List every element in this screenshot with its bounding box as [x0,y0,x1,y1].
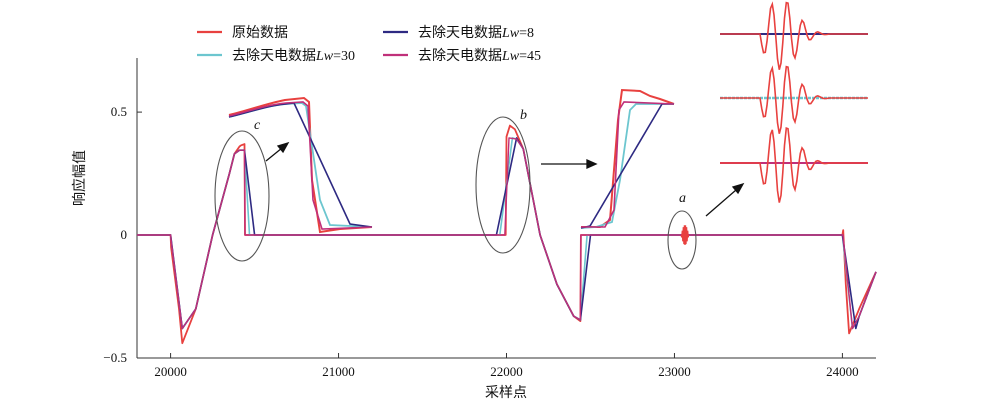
annotation-a: a [679,191,686,206]
y-ticks: 0.5 0 −0.5 [103,104,142,365]
x-tick-label-4: 24000 [826,364,859,379]
x-ticks: 20000 21000 22000 23000 24000 [154,353,859,379]
legend-item-raw: 原始数据 [197,25,288,41]
inset-c-lw45 [228,101,373,230]
inset-b-lw45 [581,101,675,228]
legend-item-lw45: 去除天电数据Lw=45 [383,48,541,64]
legend-label-lw45: 去除天电数据Lw=45 [418,48,541,64]
y-tick-label-1: 0 [121,227,128,242]
y-axis-title: 响应幅值 [71,150,88,206]
inset-b-lw30 [580,103,674,229]
series-line-3 [137,137,877,330]
ellipse-b [475,116,531,254]
arrow-c [265,147,283,162]
x-axis-title: 采样点 [485,385,527,401]
legend-item-lw30: 去除天电数据Lw=30 [197,48,355,64]
annotation-b: b [520,108,527,123]
inset-c [228,96,373,234]
x-tick-label-2: 22000 [490,364,523,379]
inset-a [720,1,868,203]
y-tick-label-0: 0.5 [111,104,127,119]
legend-label-raw: 原始数据 [232,25,288,41]
arrow-a [705,189,737,217]
inset-c-raw [228,96,373,234]
ellipse-c [214,130,270,262]
annotations: c b a [214,108,745,270]
legend: 原始数据 去除天电数据Lw=30 去除天电数据Lw=8 去除天电数据Lw=45 [197,25,541,64]
arrow-b-head [586,158,598,170]
inset-b [580,88,675,229]
inset-a1-raw [720,1,868,70]
spike-burst-a [680,225,690,246]
inset-c-lw8 [228,102,373,228]
arrow-a-head [731,182,745,195]
inset-a2-raw [720,65,868,134]
legend-label-lw8: 去除天电数据Lw=8 [418,25,534,41]
y-tick-label-2: −0.5 [103,350,127,365]
annotation-c: c [254,118,261,133]
legend-label-lw30: 去除天电数据Lw=30 [232,48,355,64]
x-tick-label-1: 21000 [322,364,355,379]
legend-item-lw8: 去除天电数据Lw=8 [383,25,534,41]
arrow-c-head [276,141,290,154]
inset-b-raw [581,88,675,228]
series-group [137,124,877,345]
x-tick-label-0: 20000 [154,364,187,379]
ellipse-a [667,210,697,270]
inset-c-lw30 [228,102,373,228]
x-tick-label-3: 23000 [658,364,691,379]
inset-a3-raw [720,127,868,203]
